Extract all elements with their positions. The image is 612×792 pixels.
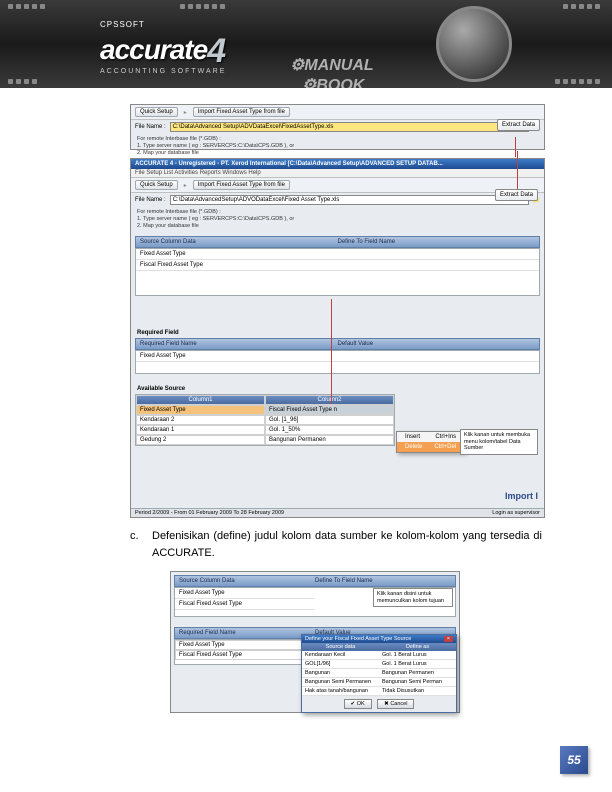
file-input[interactable]: C:\Data\AdvancedSetup\ADVODataExcel\Fixe… [170, 195, 529, 205]
popup-title: Define your Fiscal Fixed Asset Type Sour… [305, 636, 411, 642]
brand: accurate4 [100, 29, 226, 68]
close-icon[interactable]: × [444, 636, 453, 642]
available-source-title: Available Source [135, 384, 540, 394]
screenshot-define: Source Column Data Define To Field Name … [170, 571, 460, 713]
table-row[interactable]: Fixed Asset Type [136, 351, 539, 362]
table-row[interactable]: Fiscal Fixed Asset Type [136, 260, 539, 271]
table-row[interactable]: Hak atas tanah/bangunanTidak Disusutkan [302, 687, 456, 696]
instruction-text: c. Defenisikan (define) judul kolom data… [130, 528, 542, 561]
import-type-button[interactable]: Import Fixed Asset Type from file [193, 107, 290, 117]
callout-define: Klik kanan disini untuk memunculkan kolo… [373, 588, 453, 607]
table-row[interactable]: BangunanBangunan Permanen [302, 669, 456, 678]
table-row[interactable]: Kendaraan 2 Gol. [1_96] [136, 415, 394, 425]
required-field-title: Required Field [135, 328, 540, 338]
context-menu[interactable]: Insert Ctrl+Ins Delete Ctrl+Del [396, 431, 465, 453]
extract-button[interactable]: Extract Data [497, 119, 540, 131]
import-label: Import I [505, 491, 538, 501]
callout-right-click: Klik kanan untuk membuka menu kolom/tabe… [460, 429, 538, 455]
extract-button[interactable]: Extract Data [495, 189, 538, 201]
quick-setup-button[interactable]: Quick Setup [135, 180, 178, 190]
statusbar: Period 2/2009 - From 01 February 2009 To… [131, 508, 544, 517]
table-row[interactable]: Kendaraan 1 Gol. 1_50% [136, 425, 394, 435]
ok-button[interactable]: ✔ OK [344, 699, 372, 709]
table-row[interactable]: Gedung 2 Bangunan Permanen [136, 435, 394, 445]
table-row[interactable]: GOL[1/96]Gol. 1 Berat Lurus [302, 660, 456, 669]
define-popup: Define your Fiscal Fixed Asset Type Sour… [301, 634, 457, 713]
table-row[interactable]: Bangunan Semi PermanenBangunan Semi Perm… [302, 678, 456, 687]
cancel-button[interactable]: ✖ Cancel [377, 699, 414, 709]
table-row[interactable]: Fixed Asset Type Fiscal Fixed Asset Type… [136, 405, 394, 415]
table-row[interactable]: Fiscal Fixed Asset Type [175, 599, 315, 610]
quick-setup-button[interactable]: Quick Setup [135, 107, 178, 117]
window-title: ACCURATE 4 - Unregistered - PT. Xerod In… [131, 159, 544, 169]
page-number: 55 [560, 746, 588, 774]
menu-insert[interactable]: Insert Ctrl+Ins [397, 432, 464, 442]
import-type-button[interactable]: Import Fixed Asset Type from file [193, 180, 290, 190]
header-band: CPSSOFT accurate4 ACCOUNTING SOFTWARE ⚙M… [0, 0, 612, 88]
manual-book: ⚙MANUAL ⚙BOOK [290, 55, 374, 88]
source-columns-header: Source Column Data Define To Field Name [135, 236, 540, 248]
file-label: File Name : [135, 197, 166, 203]
brand-small: CPSSOFT [100, 20, 226, 29]
required-field-header: Required Field Name Default Value [135, 338, 540, 350]
table-row[interactable]: Fixed Asset Type [136, 249, 539, 260]
screenshot-main: ACCURATE 4 - Unregistered - PT. Xerod In… [130, 158, 545, 518]
menubar[interactable]: File Setup List Activities Reports Windo… [131, 169, 544, 178]
file-label: File Name : [135, 124, 166, 130]
source-columns-header: Source Column Data Define To Field Name [174, 575, 456, 587]
screenshot-import-small: Quick Setup ▸ Import Fixed Asset Type fr… [130, 104, 545, 150]
table-row[interactable]: Fixed Asset Type [175, 588, 315, 599]
table-row[interactable]: Kendaraan KecilGol. 1 Berat Lurus [302, 651, 456, 660]
file-input[interactable]: C:\Data\Advanced Setup\ADVDataExcel\Fixe… [170, 122, 529, 132]
round-badge-icon [436, 6, 512, 82]
menu-delete[interactable]: Delete Ctrl+Del [397, 442, 464, 452]
logo: CPSSOFT accurate4 ACCOUNTING SOFTWARE [100, 20, 226, 75]
